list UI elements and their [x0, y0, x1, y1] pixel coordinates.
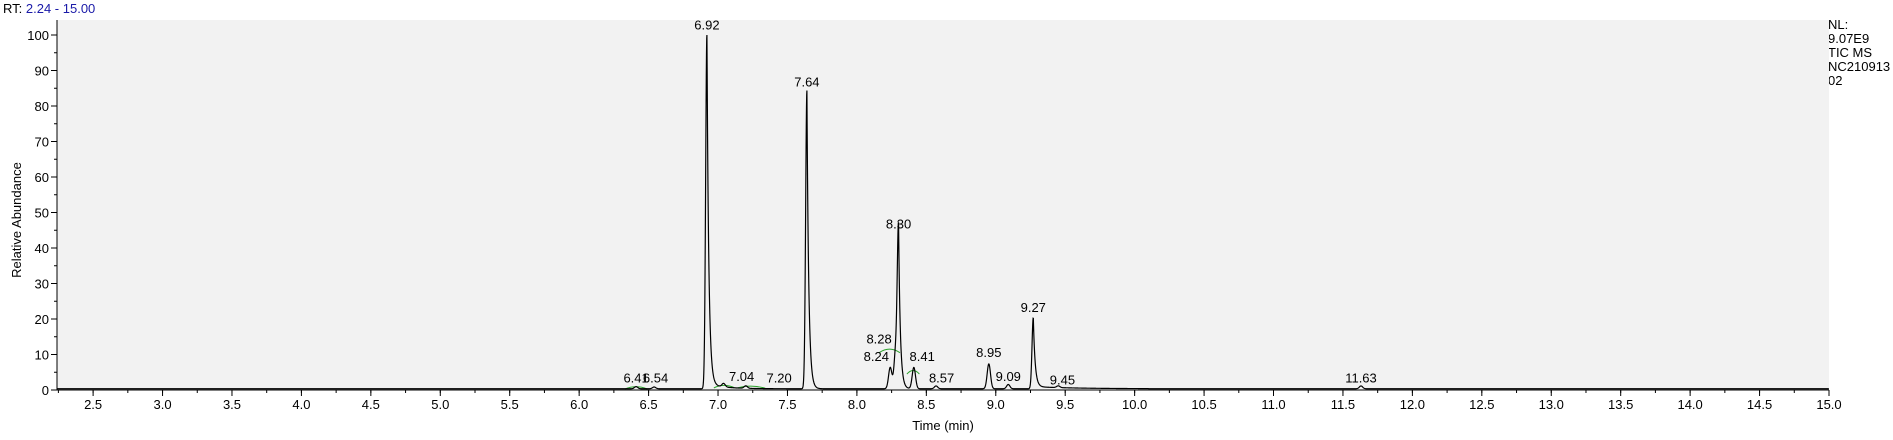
- peak-label: 6.92: [694, 17, 719, 32]
- peak-label: 6.41: [623, 371, 648, 386]
- tic-trace: [57, 34, 1829, 390]
- x-tick-label: 5.5: [501, 397, 519, 412]
- x-tick-label: 11.0: [1261, 397, 1285, 412]
- peak-label: 7.20: [766, 370, 791, 385]
- x-tick-label: 6.5: [640, 397, 658, 412]
- peak-label: 8.95: [976, 345, 1001, 360]
- y-tick-label: 50: [35, 206, 49, 221]
- x-tick-label: 14.5: [1747, 397, 1772, 412]
- peak-label: 7.64: [794, 74, 819, 89]
- x-tick-label: 12.0: [1400, 397, 1425, 412]
- y-axis-ticks: 0 10 20 30 40 50 60 70 80 90 100: [27, 28, 57, 398]
- axes: [56, 20, 1829, 391]
- x-tick-label: 6.0: [570, 397, 588, 412]
- peak-label: 7.04: [729, 369, 754, 384]
- peak-label: 11.63: [1345, 371, 1377, 386]
- x-tick-label: 7.5: [778, 397, 796, 412]
- y-tick-label: 90: [35, 64, 49, 79]
- peak-label: 8.30: [886, 216, 911, 231]
- nl-value: 9.07E9: [1828, 31, 1870, 46]
- x-tick-label: 14.0: [1677, 397, 1702, 412]
- x-tick-label: 9.0: [987, 397, 1005, 412]
- x-tick-label: 7.0: [709, 397, 727, 412]
- x-tick-label: 11.5: [1331, 397, 1355, 412]
- peak-label: 6.54: [643, 371, 668, 386]
- peak-label: 8.28: [866, 331, 891, 346]
- peak-label: 9.45: [1050, 372, 1075, 387]
- rt-range-value: 2.24 - 15.00: [25, 1, 96, 16]
- peak-label: 8.41: [910, 349, 935, 364]
- rt-label: RT:: [3, 1, 23, 16]
- y-tick-label: 100: [27, 28, 49, 43]
- x-tick-label: 12.5: [1469, 397, 1494, 412]
- x-tick-label: 10.0: [1122, 397, 1147, 412]
- x-tick-label: 13.0: [1539, 397, 1564, 412]
- x-tick-label: 2.5: [84, 397, 102, 412]
- y-tick-label: 10: [35, 348, 49, 363]
- peak-label: 9.09: [996, 369, 1021, 384]
- y-tick-label: 70: [35, 135, 49, 150]
- x-tick-label: 3.0: [154, 397, 172, 412]
- y-tick-label: 80: [35, 99, 49, 114]
- plot-area: [57, 20, 1829, 390]
- scan-info-block: NL: 9.07E9 TIC MS NC210913 02: [1828, 18, 1892, 88]
- y-tick-label: 60: [35, 170, 49, 185]
- peak-label: 8.24: [864, 349, 889, 364]
- file-name-line1: NC210913: [1828, 59, 1891, 74]
- x-tick-label: 10.5: [1191, 397, 1216, 412]
- y-tick-label: 30: [35, 277, 49, 292]
- y-tick-label: 40: [35, 241, 49, 256]
- file-name-line2: 02: [1828, 73, 1843, 88]
- y-tick-label: 20: [35, 312, 49, 327]
- x-tick-label: 8.5: [917, 397, 935, 412]
- x-tick-label: 5.0: [431, 397, 449, 412]
- baseline-marker: [878, 348, 901, 354]
- x-axis-ticks: 2.5 3.0 3.5 4.0 4.5 5.0 5.5 6.0 6.5 7.0 7.5 8.0 8.5 9…: [57, 390, 1842, 412]
- y-tick-label: 0: [42, 383, 49, 398]
- x-tick-label: 3.5: [223, 397, 241, 412]
- nl-label: NL:: [1828, 18, 1849, 32]
- x-tick-label: 15.0: [1816, 397, 1841, 412]
- y-axis-label: Relative Abundance: [9, 162, 24, 278]
- x-tick-label: 13.5: [1608, 397, 1633, 412]
- rt-range-header: RT: 2.24 - 15.00: [3, 1, 95, 16]
- x-tick-label: 9.5: [1056, 397, 1074, 412]
- x-tick-label: 4.0: [292, 397, 310, 412]
- x-tick-label: 8.0: [848, 397, 866, 412]
- peak-labels: 6.416.54 6.92 7.04 7.20 7.64 8.24 8.28 8.30 8.41…: [623, 17, 1376, 387]
- x-axis-label: Time (min): [912, 418, 974, 433]
- x-tick-label: 4.5: [362, 397, 380, 412]
- scan-type: TIC MS: [1828, 45, 1873, 60]
- peak-label: 9.27: [1021, 300, 1046, 315]
- peak-label: 8.57: [929, 371, 954, 386]
